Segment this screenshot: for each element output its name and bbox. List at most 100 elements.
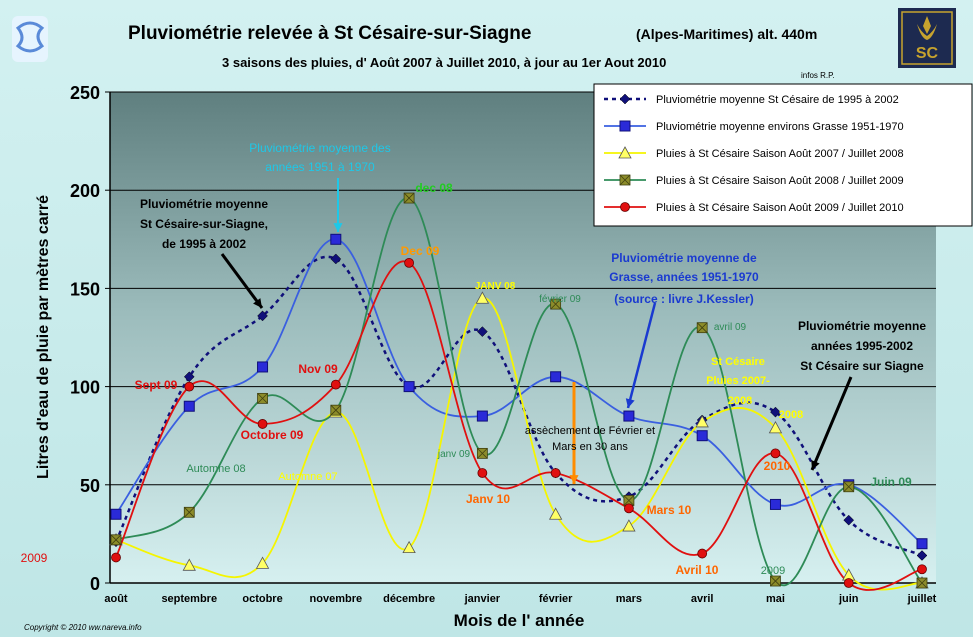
legend-label: Pluviométrie moyenne St Césaire de 1995 … xyxy=(656,94,899,106)
data-point-s5-12 xyxy=(917,564,927,575)
annotation-label: janv 09 xyxy=(437,449,471,460)
legend-item-4: Pluies à St Césaire Saison Août 2008 / J… xyxy=(604,174,904,187)
data-point-s4-11 xyxy=(843,481,855,493)
data-point-s2-1 xyxy=(110,508,122,520)
logo-text: SC xyxy=(916,45,939,62)
data-point-s3-7 xyxy=(548,507,563,520)
data-point-s4-9 xyxy=(696,322,708,334)
annotation-label: Dec 09 xyxy=(401,244,440,258)
chart-subtitle: 3 saisons des pluies, d' Août 2007 à Jui… xyxy=(222,55,666,70)
x-tick-label: avril xyxy=(691,593,714,605)
data-point-s5-3 xyxy=(257,419,268,429)
data-point-s3-8 xyxy=(622,519,636,532)
x-tick-label: juillet xyxy=(907,593,937,605)
x-tick-label: janvier xyxy=(464,593,501,605)
x-tick-label: septembre xyxy=(161,593,217,605)
x-axis-title: Mois de l' année xyxy=(454,611,585,630)
data-point-s1-3 xyxy=(257,310,268,322)
legend-item-1: Pluviométrie moyenne St Césaire de 1995 … xyxy=(604,93,899,106)
annotation-label: 2009 xyxy=(21,551,48,565)
annotation-label: JANV 08 xyxy=(475,281,516,292)
legend-label: Pluies à St Césaire Saison Août 2007 / J… xyxy=(656,148,904,160)
data-point-s2-10 xyxy=(769,498,781,510)
data-point-s3-6 xyxy=(475,291,490,304)
x-tick-label: décembre xyxy=(383,593,435,605)
legend-item-2: Pluviométrie moyenne environs Grasse 195… xyxy=(604,120,904,133)
data-point-s5-4 xyxy=(330,379,341,390)
annotation-label: Nov 09 xyxy=(298,362,338,376)
legend-label: Pluies à St Césaire Saison Août 2009 / J… xyxy=(656,202,904,214)
annotation-label: de 1995 à 2002 xyxy=(162,237,246,251)
legend-item-3: Pluies à St Césaire Saison Août 2007 / J… xyxy=(604,146,904,160)
x-tick-label: août xyxy=(104,593,128,605)
annotation-label: 2008 xyxy=(728,395,752,407)
annotation-label: 2010 xyxy=(764,459,791,473)
annotation-label: Grasse, années 1951-1970 xyxy=(609,270,759,284)
chart-title: Pluviométrie relevée à St Césaire-sur-Si… xyxy=(128,23,531,44)
legend-label: Pluviométrie moyenne environs Grasse 195… xyxy=(656,121,904,133)
annotation-label: (source : livre J.Kessler) xyxy=(614,292,753,306)
data-point-s3-3 xyxy=(255,556,270,569)
data-point-s2-5 xyxy=(403,381,415,393)
y-tick-label: 200 xyxy=(70,181,100,201)
data-point-s5-7 xyxy=(550,468,561,478)
data-point-s4-1 xyxy=(110,534,122,546)
data-point-s3-10 xyxy=(768,421,783,434)
data-point-s1-4 xyxy=(330,253,342,265)
data-point-s2-9 xyxy=(696,430,708,442)
data-point-s4-10 xyxy=(770,575,781,587)
annotation-label: 2009 xyxy=(761,565,785,577)
annotation-label: St Césaire xyxy=(711,356,765,368)
annotation-label: 2008 xyxy=(779,409,803,421)
data-point-s2-4 xyxy=(330,233,342,245)
legend-marker-5 xyxy=(620,202,630,212)
annotation-label: Pluviométrie moyenne des xyxy=(249,141,390,155)
annotation-label: Juin 09 xyxy=(870,475,912,489)
annotation-label: Pluviométrie moyenne xyxy=(798,319,926,333)
annotation-label: Pluviométrie moyenne de xyxy=(611,251,757,265)
data-point-s3-2 xyxy=(182,558,196,571)
credit-text: infos R.P. xyxy=(801,71,835,80)
data-point-s4-2 xyxy=(183,506,195,518)
x-tick-label: novembre xyxy=(310,593,363,605)
annotation-label: années 1951 à 1970 xyxy=(265,160,375,174)
legend-marker-2 xyxy=(619,120,631,132)
annotation-label: avril 09 xyxy=(714,322,747,333)
data-point-s2-2 xyxy=(183,400,195,412)
data-point-s4-6 xyxy=(476,447,488,459)
y-tick-label: 50 xyxy=(80,476,100,496)
data-point-s5-2 xyxy=(184,381,195,392)
data-point-s5-10 xyxy=(770,448,781,459)
data-point-s5-5 xyxy=(404,257,414,268)
data-point-s1-12 xyxy=(916,550,928,561)
copyright-text: Copyright © 2010 ww.nareva.info xyxy=(24,623,142,632)
data-point-s5-1 xyxy=(111,552,121,563)
data-point-s2-7 xyxy=(550,371,562,383)
data-point-s4-7 xyxy=(550,298,562,310)
annotation-label: Pluviométrie moyenne xyxy=(140,197,268,211)
annotation-label: Automne 07 xyxy=(278,471,337,483)
fleur-de-lis-logo-icon: SC xyxy=(898,8,956,68)
annotation-label: Automne 08 xyxy=(186,463,245,475)
data-point-s5-9 xyxy=(697,548,708,559)
data-point-s1-10 xyxy=(770,406,781,418)
data-point-s4-5 xyxy=(403,192,415,204)
data-point-s5-6 xyxy=(477,468,488,478)
legend-marker-3 xyxy=(618,146,632,159)
data-point-s2-6 xyxy=(476,410,488,422)
data-point-s4-3 xyxy=(257,392,268,404)
arrow-drought-note-icon xyxy=(569,382,579,484)
arrow-average-note-icon xyxy=(810,376,853,471)
y-tick-label: 0 xyxy=(90,574,100,594)
data-point-s2-3 xyxy=(257,361,269,373)
annotation-label: Mars en 30 ans xyxy=(552,441,628,453)
data-point-s3-5 xyxy=(402,540,416,554)
x-tick-label: février xyxy=(539,593,573,605)
x-tick-label: juin xyxy=(838,593,859,605)
legend-marker-4 xyxy=(619,174,631,186)
arrow-stcesaire-note-icon xyxy=(220,253,264,309)
annotation-label: Octobre 09 xyxy=(241,428,304,442)
data-point-s1-11 xyxy=(843,514,855,526)
